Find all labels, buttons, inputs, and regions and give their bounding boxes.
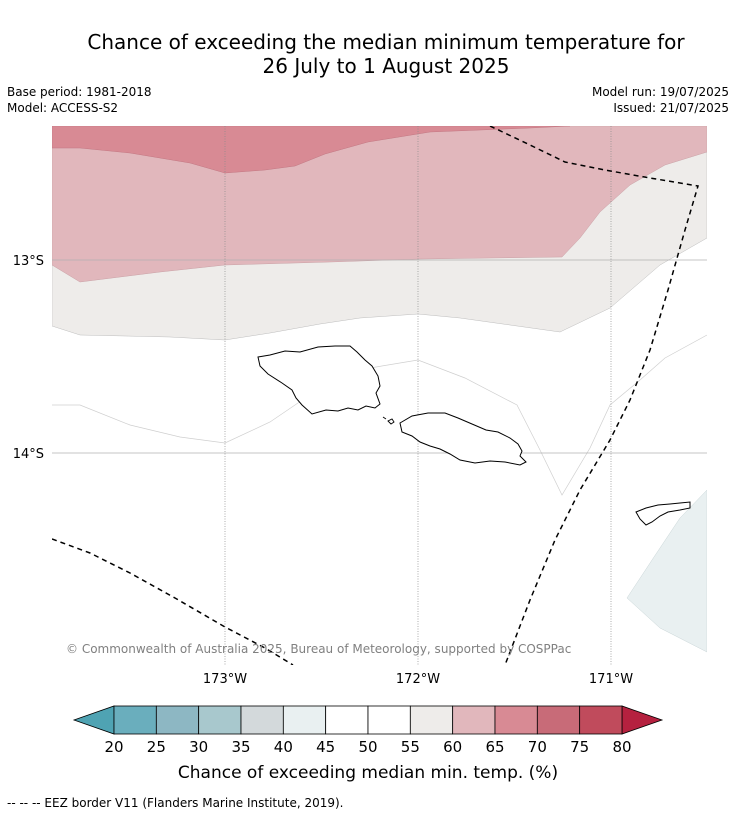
colorbar-segment [494, 705, 538, 735]
colorbar-segment [325, 705, 369, 735]
colorbar-tick-label: 75 [570, 738, 589, 756]
manono-island [382, 416, 395, 425]
lat-label-13s: 13°S [13, 254, 44, 269]
colorbar-tick-label: 50 [358, 738, 377, 756]
colorbar-tick-label: 30 [189, 738, 208, 756]
colorbar-segment [452, 705, 496, 735]
colorbar-segment [155, 705, 200, 735]
colorbar-tick-label: 40 [274, 738, 293, 756]
lat-label-14s: 14°S [13, 447, 44, 462]
colorbar: 20 25 30 35 40 45 50 55 60 65 70 75 80 [72, 705, 664, 756]
base-period: Base period: 1981-2018 [7, 85, 152, 99]
colorbar-tick-label: 25 [147, 738, 166, 756]
model-run: Model run: 19/07/2025 [591, 85, 729, 99]
contour-band-65-70 [52, 126, 571, 174]
colorbar-segment [409, 705, 454, 735]
colorbar-tick-label: 70 [528, 738, 547, 756]
gridlines [52, 126, 707, 665]
eez-border-north [489, 126, 699, 665]
colorbar-tick-label: 45 [316, 738, 335, 756]
savaii-island [257, 345, 381, 415]
colorbar-tick-label: 65 [485, 738, 504, 756]
copyright-notice: © Commonwealth of Australia 2025, Bureau… [66, 642, 571, 656]
meta-right: Model run: 19/07/2025 Issued: 21/07/2025 [592, 84, 729, 116]
colorbar-tick-label: 60 [443, 738, 462, 756]
contour-band-40-45 [626, 489, 707, 653]
colorbar-segment [198, 705, 242, 735]
colorbar-segment [282, 705, 327, 735]
contour-line-50-left [52, 334, 707, 496]
colorbar-segment [367, 705, 411, 735]
issued-date: Issued: 21/07/2025 [613, 101, 729, 115]
lon-label-173w: 173°W [203, 672, 247, 687]
colorbar-tick-label: 55 [401, 738, 420, 756]
upolu-island [399, 412, 527, 466]
title-line-1: Chance of exceeding the median minimum t… [87, 30, 685, 54]
map-area: © Commonwealth of Australia 2025, Bureau… [52, 126, 707, 665]
model-name: Model: ACCESS-S2 [7, 101, 119, 115]
lon-label-171w: 171°W [589, 672, 633, 687]
map-title: Chance of exceeding the median minimum t… [40, 30, 732, 78]
colorbar-segment [240, 705, 284, 735]
tutuila-island [635, 501, 691, 526]
title-line-2: 26 July to 1 August 2025 [262, 54, 510, 78]
meta-left: Base period: 1981-2018 Model: ACCESS-S2 [7, 84, 152, 116]
lon-label-172w: 172°W [396, 672, 440, 687]
colorbar-segment [579, 705, 623, 735]
colorbar-tick-label: 35 [231, 738, 250, 756]
eez-border-southwest [52, 538, 294, 665]
colorbar-tick-label: 20 [104, 738, 123, 756]
colorbar-extend-high [621, 705, 664, 735]
eez-legend-note: -- -- -- EEZ border V11 (Flanders Marine… [7, 796, 344, 810]
colorbar-tick-label: 80 [612, 738, 631, 756]
colorbar-extend-low [72, 705, 115, 735]
colorbar-label: Chance of exceeding median min. temp. (%… [178, 763, 558, 783]
colorbar-segment [113, 705, 157, 735]
colorbar-segment [536, 705, 581, 735]
